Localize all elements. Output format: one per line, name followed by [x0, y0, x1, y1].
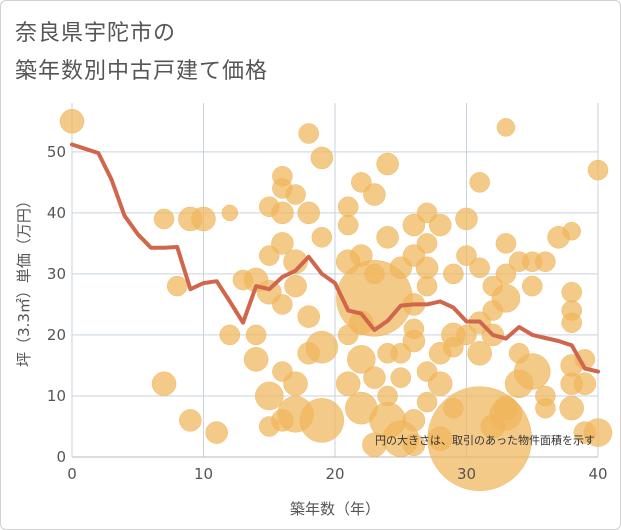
bubble-point	[298, 123, 319, 144]
bubble-point	[243, 347, 269, 372]
bubble-point	[191, 206, 216, 232]
bubble-point	[480, 414, 506, 439]
y-tick-label: 10	[47, 387, 66, 405]
x-tick-label: 40	[588, 465, 607, 483]
bubble-point	[271, 232, 294, 255]
bubble-point	[562, 221, 581, 241]
bubble-point	[402, 213, 426, 237]
y-axis-label: 坪（3.3㎡）単価（万円）	[15, 193, 33, 367]
bubble-point	[272, 294, 293, 315]
x-axis-label: 築年数（年）	[290, 500, 380, 518]
bubble-point	[559, 395, 584, 421]
bubble-point	[259, 416, 280, 437]
bubble-point	[455, 207, 478, 231]
bubble-point	[443, 263, 464, 285]
bubble-point	[363, 366, 386, 389]
bubble-point	[583, 418, 613, 447]
bubble-point	[153, 208, 175, 230]
bubble-point	[337, 214, 359, 236]
bubble-point	[297, 201, 320, 225]
bubble-point	[337, 196, 359, 218]
bubble-point	[245, 324, 267, 346]
bubble-point	[179, 409, 202, 432]
x-tick-label: 20	[325, 465, 344, 483]
bubble-point	[283, 371, 308, 397]
y-tick-label: 40	[47, 204, 66, 222]
bubble-point	[456, 245, 477, 266]
bubble-point	[443, 397, 464, 419]
bubble-size-note: 円の大きさは、取引のあった物件面積を示す	[375, 433, 595, 447]
bubble-point	[297, 305, 320, 328]
bubble-point	[573, 372, 597, 396]
bubble-point	[427, 426, 453, 451]
bubble-point	[347, 345, 376, 374]
bubble-point	[495, 263, 517, 285]
y-tick-label: 0	[56, 448, 66, 466]
bubble-point	[363, 183, 386, 206]
bubble-point	[416, 391, 438, 413]
bubble-point	[427, 371, 453, 397]
bubble-point	[297, 341, 320, 365]
y-axis-ticks: 0 10 20 30 40 50	[47, 143, 66, 466]
x-tick-label: 0	[67, 465, 77, 483]
bubble-point	[495, 233, 517, 254]
bubble-point	[491, 284, 521, 313]
bubble-point	[561, 312, 582, 333]
bubble-point	[221, 204, 239, 222]
x-axis-ticks: 0 10 20 30 40	[67, 465, 607, 483]
bubble-point	[467, 340, 492, 366]
bubble-point	[271, 201, 294, 225]
bubble-point	[587, 159, 609, 181]
bubble-layer	[59, 109, 613, 491]
bubble-point	[283, 249, 308, 274]
bubble-point	[255, 381, 284, 411]
bubble-point	[311, 227, 333, 248]
bubble-point	[535, 251, 556, 272]
bubble-point	[416, 275, 438, 297]
bubble-point	[310, 146, 334, 170]
bubble-point	[561, 281, 582, 303]
bubble-point	[402, 409, 426, 432]
bubble-point	[285, 184, 306, 205]
chart-title-line2: 築年数別中古戸建て価格	[15, 59, 269, 84]
bubble-point	[337, 324, 359, 346]
bubble-point	[335, 371, 361, 397]
bubble-point	[390, 342, 411, 364]
bubble-point	[469, 172, 490, 193]
average-price-line	[70, 142, 600, 374]
bubble-point	[376, 152, 399, 176]
bubble-point	[535, 397, 556, 419]
x-tick-label: 30	[457, 465, 476, 483]
bubble-point	[402, 433, 426, 457]
bubble-point	[299, 398, 345, 443]
bubble-point	[428, 213, 452, 237]
chart-title-line1: 奈良県宇陀市の	[15, 21, 177, 46]
bubble-point	[219, 324, 241, 346]
bubble-point	[496, 118, 516, 137]
y-tick-label: 30	[47, 265, 66, 283]
bubble-point	[205, 421, 228, 444]
bubble-point	[166, 275, 188, 297]
bubble-point	[415, 256, 439, 280]
bubble-point	[522, 275, 543, 297]
bubble-point	[362, 432, 387, 458]
bubble-point	[151, 371, 177, 397]
bubble-point	[504, 369, 534, 399]
bubble-point	[376, 226, 399, 249]
y-tick-label: 20	[47, 326, 66, 344]
bubble-point	[390, 367, 411, 388]
x-tick-label: 10	[194, 465, 213, 483]
bubble-point	[284, 274, 307, 298]
bubble-point	[59, 109, 85, 134]
bubble-point	[469, 257, 490, 279]
bubble-point	[389, 256, 412, 280]
y-tick-label: 50	[47, 143, 66, 161]
